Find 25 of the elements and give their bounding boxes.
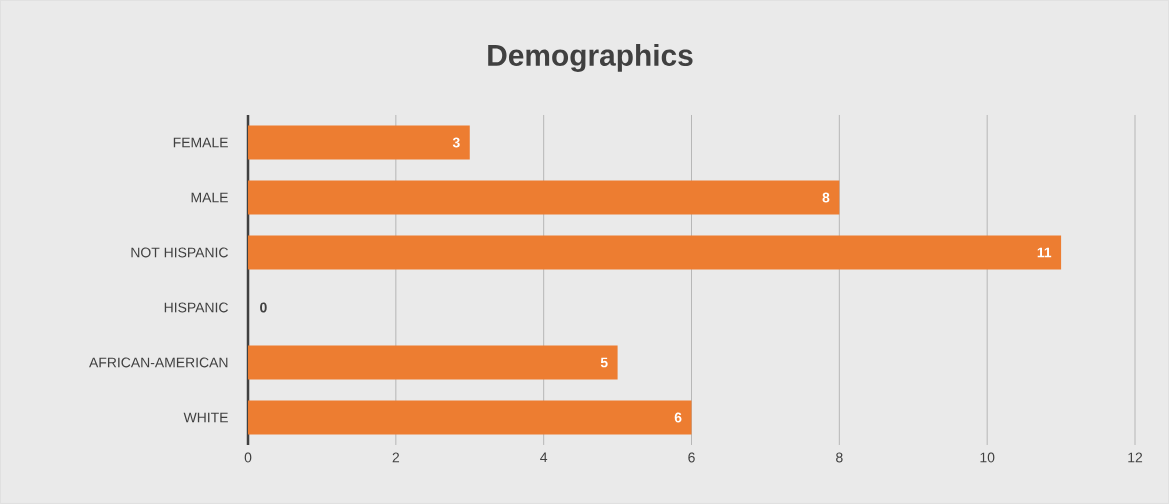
x-tick-label: 0: [244, 452, 252, 463]
data-label: 3: [452, 137, 460, 148]
x-tick-label: 12: [1128, 452, 1143, 463]
data-label: 11: [1037, 247, 1052, 258]
data-label: 6: [674, 412, 682, 423]
data-label: 0: [260, 302, 267, 313]
y-tick-label: NOT HISPANIC: [131, 247, 228, 258]
x-tick-label: 6: [688, 452, 695, 463]
x-tick-label: 10: [980, 452, 995, 463]
x-tick-label: 8: [836, 452, 843, 463]
data-label: 5: [600, 357, 608, 368]
y-tick-label: MALE: [191, 192, 228, 203]
y-tick-label: AFRICAN-AMERICAN: [89, 357, 228, 368]
x-tick-label: 4: [540, 452, 548, 463]
y-tick-label: FEMALE: [173, 137, 228, 148]
chart-title: Demographics: [488, 43, 693, 72]
y-tick-label: WHITE: [183, 412, 228, 423]
bar: [248, 345, 618, 380]
bar: [248, 180, 840, 215]
y-tick-label: HISPANIC: [164, 302, 228, 313]
x-tick-label: 2: [392, 452, 400, 463]
data-label: 8: [822, 192, 830, 203]
bar: [248, 125, 470, 160]
bar: [248, 400, 692, 435]
bar: [248, 235, 1062, 270]
